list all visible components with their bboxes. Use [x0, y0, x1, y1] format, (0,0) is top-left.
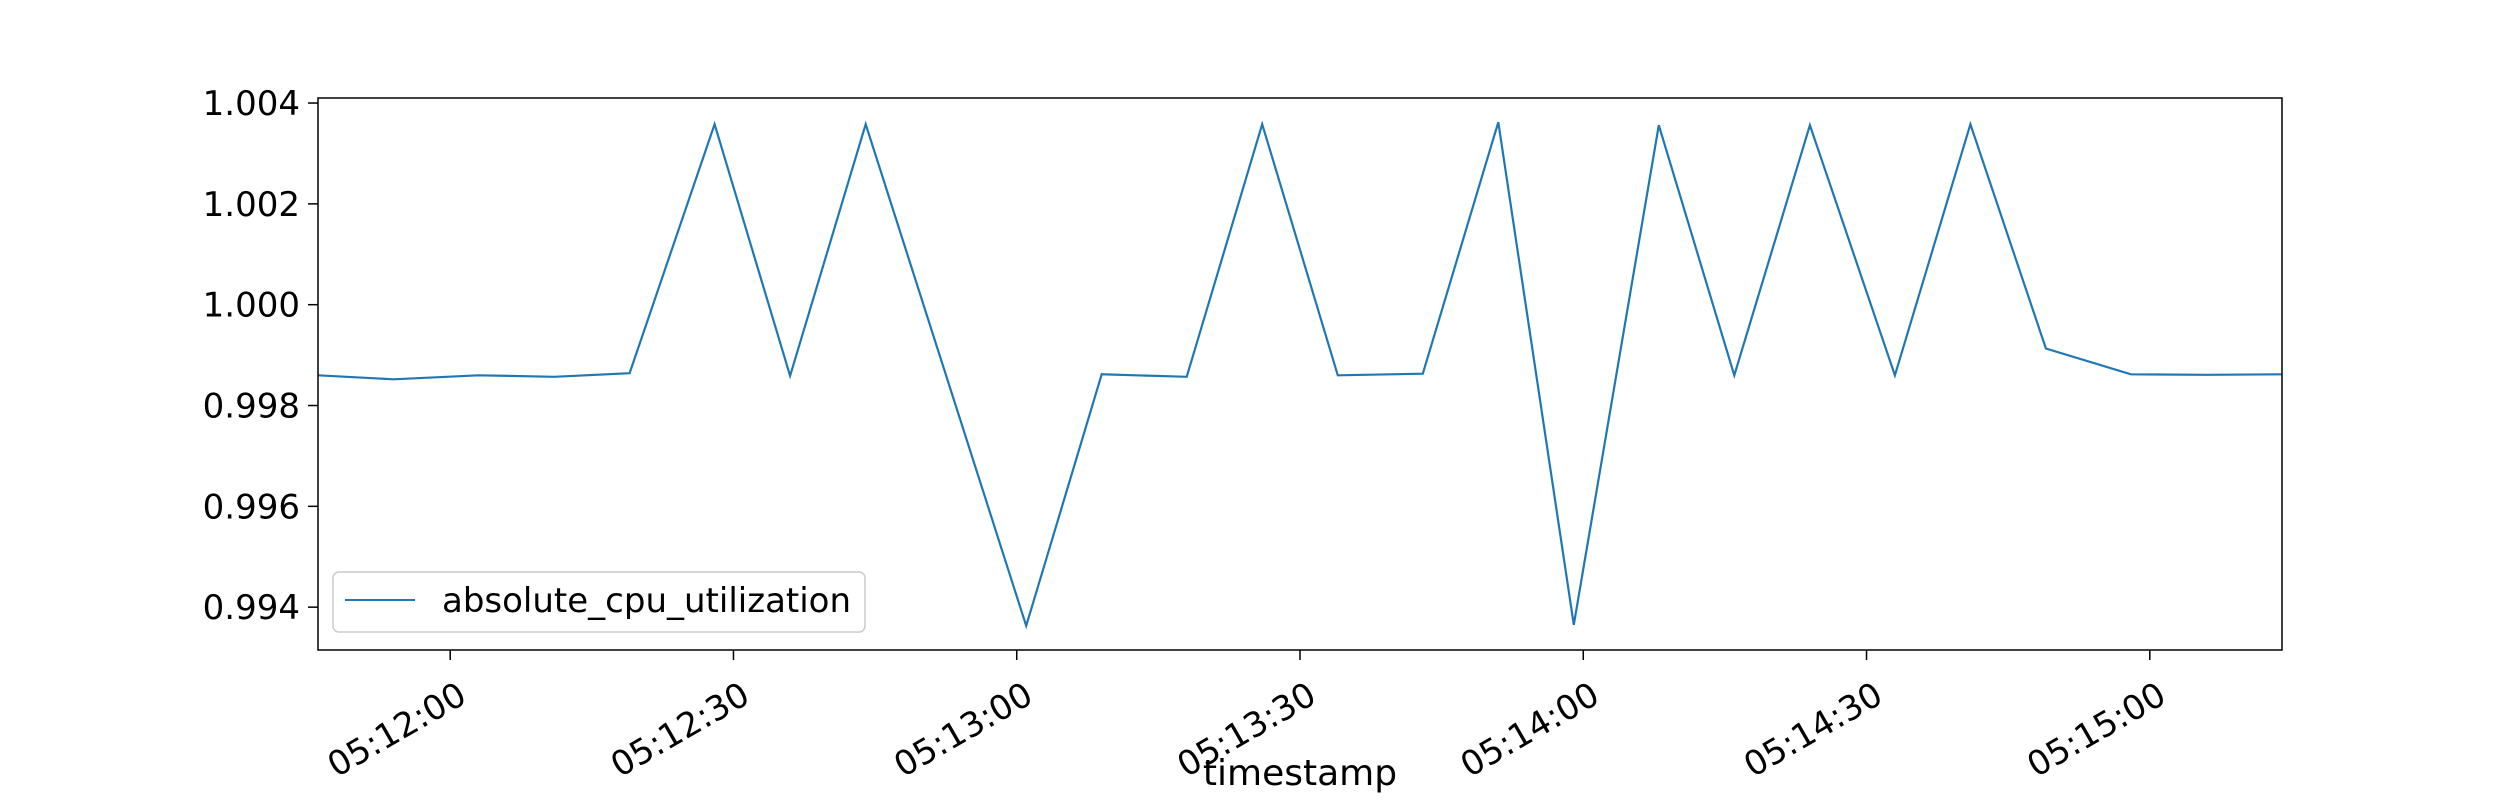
legend-label: absolute_cpu_utilization — [442, 581, 851, 621]
series-line — [317, 120, 2283, 630]
plot-frame — [317, 97, 2283, 651]
legend-box — [332, 571, 866, 633]
y-tick-label: 0.994 — [203, 588, 300, 628]
x-tick-label: 05:13:00 — [887, 675, 1039, 786]
y-tick-label: 0.998 — [203, 387, 300, 427]
x-tick-label: 05:14:00 — [1454, 675, 1606, 786]
series-layer — [317, 120, 2283, 630]
y-tick-label: 1.000 — [203, 286, 300, 326]
x-tick-label: 05:12:00 — [321, 675, 473, 786]
x-tick-label: 05:12:30 — [604, 675, 756, 786]
y-tick-label: 1.002 — [203, 185, 300, 225]
y-axis-ticks: 0.994 0.996 0.998 1.000 1.002 1.004 — [203, 84, 318, 628]
x-axis-label: timestamp — [1203, 753, 1397, 794]
x-tick-label: 05:14:30 — [1737, 675, 1889, 786]
y-tick-label: 0.996 — [203, 487, 300, 527]
x-tick-label: 05:15:00 — [2020, 675, 2172, 786]
y-tick-label: 1.004 — [203, 84, 300, 124]
legend: absolute_cpu_utilization — [332, 571, 866, 633]
